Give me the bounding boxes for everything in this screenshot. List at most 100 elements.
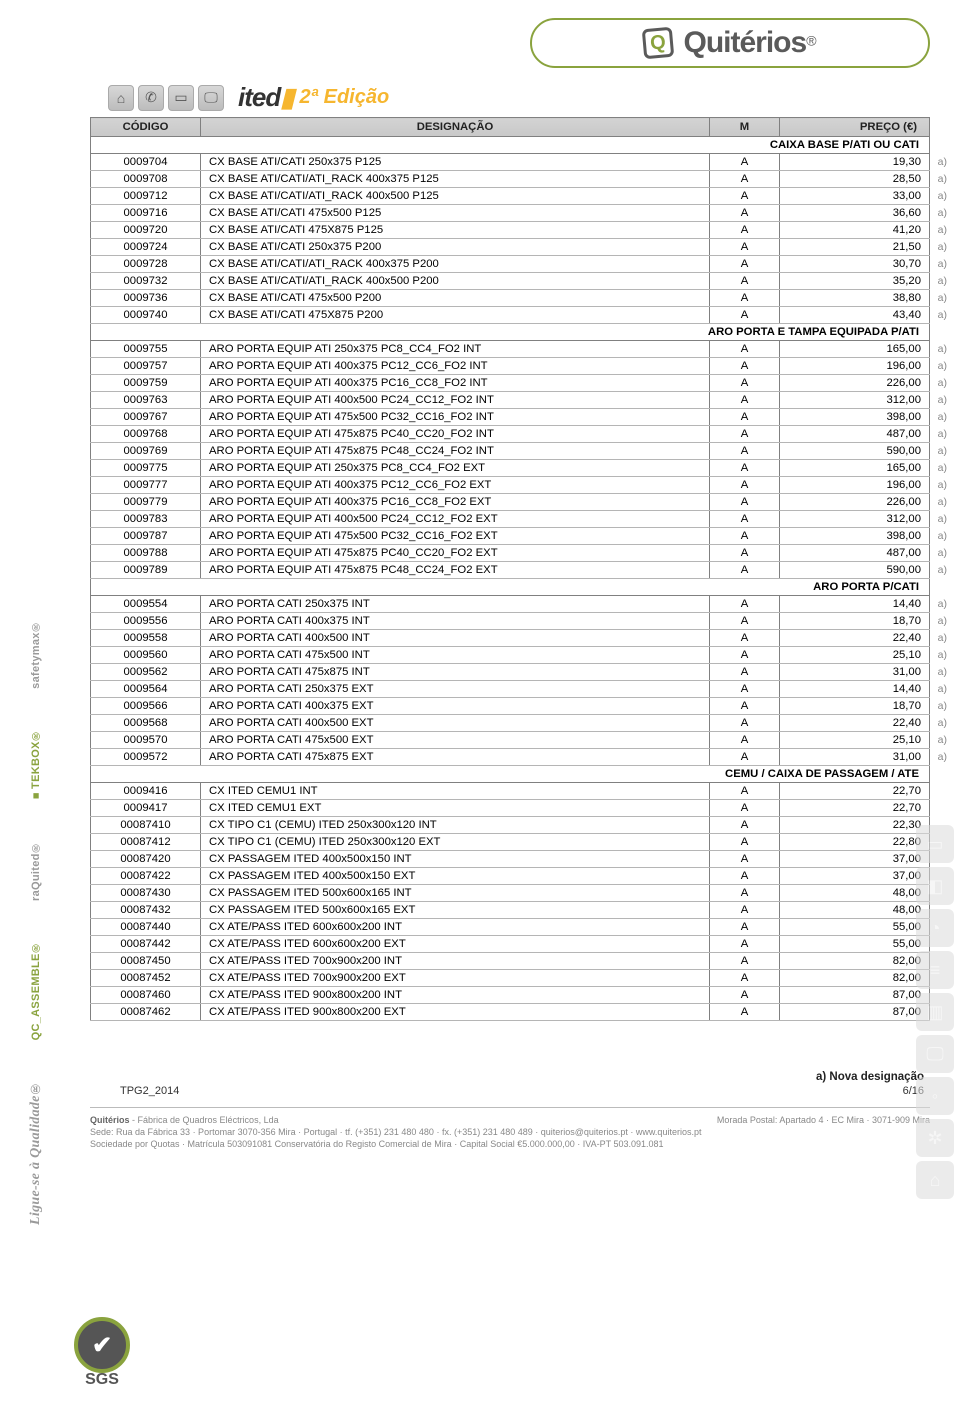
note-a-mark: a) [938,683,947,695]
cell-m: A [710,681,780,698]
ghost-icon: ▭ [916,825,954,863]
cell-desig: CX BASE ATI/CATI/ATI_RACK 400x500 P125 [201,188,710,205]
cell-price: 41,20a) [780,222,930,239]
footer-legal: Sociedade por Quotas · Matrícula 5030910… [90,1138,930,1150]
cell-price: 14,40a) [780,681,930,698]
cell-desig: CX ATE/PASS ITED 600x600x200 INT [201,919,710,936]
cell-m: A [710,919,780,936]
footer-address: Sede: Rua da Fábrica 33 · Portomar 3070-… [90,1126,930,1138]
cell-m: A [710,358,780,375]
side-brand: QC_ASSEMBLE® [30,941,42,1040]
cell-price: 312,00a) [780,392,930,409]
cell-m: A [710,630,780,647]
cell-price: 196,00a) [780,477,930,494]
cell-m: A [710,511,780,528]
cell-m: A [710,494,780,511]
cell-desig: ARO PORTA CATI 475x875 EXT [201,749,710,766]
cell-code: 00087462 [91,1004,201,1021]
note-a-mark: a) [938,309,947,321]
cell-price: 590,00a) [780,443,930,460]
table-row: 0009568ARO PORTA CATI 400x500 EXTA22,40a… [91,715,930,732]
note-a-mark: a) [938,666,947,678]
table-row: 0009720CX BASE ATI/CATI 475X875 P125A41,… [91,222,930,239]
cell-desig: ARO PORTA EQUIP ATI 250x375 PC8_CC4_FO2 … [201,341,710,358]
section-title: ARO PORTA E TAMPA EQUIPADA P/ATI [91,324,930,341]
cell-code: 0009732 [91,273,201,290]
table-row: 0009759ARO PORTA EQUIP ATI 400x375 PC16_… [91,375,930,392]
cell-code: 0009767 [91,409,201,426]
note-a-mark: a) [938,751,947,763]
cell-price: 19,30a) [780,154,930,171]
table-row: 00087442CX ATE/PASS ITED 600x600x200 EXT… [91,936,930,953]
note-a-mark: a) [938,224,947,236]
table-row: 0009560ARO PORTA CATI 475x500 INTA25,10a… [91,647,930,664]
cell-code: 0009757 [91,358,201,375]
cell-price: 165,00a) [780,460,930,477]
cell-price: 22,30 [780,817,930,834]
note-a-mark: a) [938,292,947,304]
table-row: 00087450CX ATE/PASS ITED 700x900x200 INT… [91,953,930,970]
table-row: 0009572ARO PORTA CATI 475x875 EXTA31,00a… [91,749,930,766]
table-row: 0009755ARO PORTA EQUIP ATI 250x375 PC8_C… [91,341,930,358]
cell-desig: CX BASE ATI/CATI 250x375 P125 [201,154,710,171]
cell-price: 22,70 [780,800,930,817]
cell-m: A [710,613,780,630]
section-title: ARO PORTA P/CATI [91,579,930,596]
ghost-icon: ⌂ [916,1161,954,1199]
tv-icon: ▭ [168,85,194,111]
note-a-mark: a) [938,530,947,542]
cell-m: A [710,341,780,358]
cell-code: 0009566 [91,698,201,715]
cell-m: A [710,222,780,239]
table-row: 0009777ARO PORTA EQUIP ATI 400x375 PC12_… [91,477,930,494]
cell-desig: CX PASSAGEM ITED 400x500x150 EXT [201,868,710,885]
cell-desig: ARO PORTA CATI 400x375 INT [201,613,710,630]
cell-m: A [710,987,780,1004]
cell-m: A [710,375,780,392]
table-row: 0009779ARO PORTA EQUIP ATI 400x375 PC16_… [91,494,930,511]
note-a-mark: a) [938,547,947,559]
cell-code: 0009417 [91,800,201,817]
side-brand: safetymax® [30,620,42,689]
ghost-icon: ◦ [916,1077,954,1115]
cell-desig: ARO PORTA EQUIP ATI 400x500 PC24_CC12_FO… [201,392,710,409]
check-icon: ✔ [74,1317,130,1373]
table-row: 0009564ARO PORTA CATI 250x375 EXTA14,40a… [91,681,930,698]
cell-price: 87,00 [780,1004,930,1021]
cell-m: A [710,885,780,902]
cell-desig: CX BASE ATI/CATI 475X875 P200 [201,307,710,324]
ghost-icon: ▥ [916,993,954,1031]
cell-code: 0009779 [91,494,201,511]
cell-desig: CX BASE ATI/CATI/ATI_RACK 400x375 P200 [201,256,710,273]
cell-m: A [710,188,780,205]
table-row: 0009757ARO PORTA EQUIP ATI 400x375 PC12_… [91,358,930,375]
cell-price: 487,00a) [780,545,930,562]
table-row: 00087422CX PASSAGEM ITED 400x500x150 EXT… [91,868,930,885]
footer-company-suffix: - Fábrica de Quadros Eléctricos, Lda [130,1115,279,1125]
cell-code: 0009788 [91,545,201,562]
cell-price: 48,00 [780,902,930,919]
table-row: 0009787ARO PORTA EQUIP ATI 475x500 PC32_… [91,528,930,545]
note-a-mark: a) [938,207,947,219]
cell-code: 0009564 [91,681,201,698]
cell-m: A [710,936,780,953]
cell-desig: CX BASE ATI/CATI 250x375 P200 [201,239,710,256]
cell-code: 0009720 [91,222,201,239]
note-a-mark: a) [938,258,947,270]
note-a-mark: a) [938,411,947,423]
table-row: 0009789ARO PORTA EQUIP ATI 475x875 PC48_… [91,562,930,579]
table-row: 0009566ARO PORTA CATI 400x375 EXTA18,70a… [91,698,930,715]
table-row: 00087430CX PASSAGEM ITED 500x600x165 INT… [91,885,930,902]
note-a-mark: a) [938,377,947,389]
side-brand: raQuited® [30,841,42,901]
cell-price: 43,40a) [780,307,930,324]
cell-price: 31,00a) [780,664,930,681]
note-a-mark: a) [938,717,947,729]
table-row: 0009704CX BASE ATI/CATI 250x375 P125A19,… [91,154,930,171]
cell-code: 00087442 [91,936,201,953]
cell-code: 0009416 [91,783,201,800]
cell-code: 00087450 [91,953,201,970]
cell-price: 36,60a) [780,205,930,222]
cell-desig: ARO PORTA EQUIP ATI 400x375 PC12_CC6_FO2… [201,358,710,375]
cell-m: A [710,800,780,817]
